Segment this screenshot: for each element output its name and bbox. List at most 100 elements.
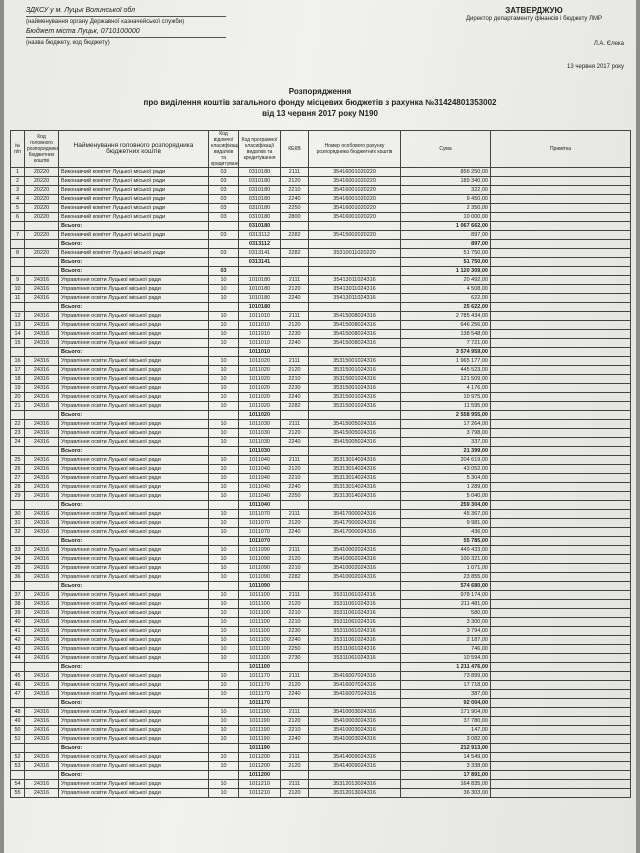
cell-n: 54 xyxy=(10,779,25,789)
cell-dept: 10 xyxy=(208,626,239,636)
cell-sum: 449 433,00 xyxy=(400,545,491,555)
cell-name: Всього: xyxy=(58,536,209,546)
cell-kekv: 2111 xyxy=(280,671,309,681)
cell-account: 35416001020220 xyxy=(308,212,401,222)
allocation-table: № п/п Код головного розпорядника бюджетни… xyxy=(10,130,631,798)
cell-account: 35315001024316 xyxy=(308,392,401,402)
cell-dept: 10 xyxy=(208,788,239,798)
cell-code: 24316 xyxy=(24,725,59,735)
cell-kekv: 2111 xyxy=(280,590,309,600)
cell-dept: 10 xyxy=(208,455,239,465)
cell-n: 10 xyxy=(10,284,25,294)
cell-code: 24316 xyxy=(24,464,59,474)
cell-sum: 387,00 xyxy=(400,689,491,699)
cell-name: Управління освіти Луцької міської ради xyxy=(58,338,209,348)
header-left-line: (найменування органу Державної казначейс… xyxy=(26,19,185,25)
table-row: 35 24316 Управління освіти Луцької міської… xyxy=(10,563,631,573)
cell-n: 51 xyxy=(10,734,25,744)
cell-kekv: 2230 xyxy=(280,383,309,393)
cell-n: 13 xyxy=(10,320,25,330)
table-row: 39 24316 Управління освіти Луцької міської… xyxy=(10,608,631,618)
cell-name: Всього: xyxy=(58,221,209,231)
cell-kekv: 2240 xyxy=(280,482,309,492)
cell-sum: 92 004,00 xyxy=(400,698,491,708)
cell-code: 24316 xyxy=(24,680,59,690)
cell-account xyxy=(308,302,401,312)
cell-sum: 978 174,00 xyxy=(400,590,491,600)
cell-prog: 0310180 xyxy=(238,212,281,222)
cell-kekv: 2730 xyxy=(280,653,309,663)
cell-sum: 100 321,00 xyxy=(400,554,491,564)
cell-account xyxy=(308,662,401,672)
cell-prog: 1011190 xyxy=(238,725,281,735)
cell-note xyxy=(490,788,631,798)
cell-kekv: 2282 xyxy=(280,572,309,582)
cell-sum: 212 913,00 xyxy=(400,743,491,753)
total-row: Всього: 1011200 17 891,00 xyxy=(10,770,631,780)
cell-kekv xyxy=(280,581,309,591)
cell-note xyxy=(490,527,631,537)
cell-prog: 0310180 xyxy=(238,176,281,186)
cell-n: 53 xyxy=(10,761,25,771)
cell-dept xyxy=(208,536,239,546)
cell-dept: 10 xyxy=(208,311,239,321)
cell-code: 24316 xyxy=(24,563,59,573)
table-row: 43 24316 Управління освіти Луцької міської… xyxy=(10,644,631,654)
cell-n: 2 xyxy=(10,176,25,186)
cell-account: 35416001020220 xyxy=(308,185,401,195)
cell-prog: 1010180 xyxy=(238,293,281,303)
table-row: 48 24316 Управління освіти Луцької міської… xyxy=(10,707,631,717)
cell-account: 35311061024316 xyxy=(308,599,401,609)
cell-n: 46 xyxy=(10,680,25,690)
cell-account: 35313014024316 xyxy=(308,491,401,501)
cell-code: 20220 xyxy=(24,185,59,195)
cell-account xyxy=(308,743,401,753)
cell-sum: 322,00 xyxy=(400,185,491,195)
cell-prog: 1011020 xyxy=(238,356,281,366)
cell-dept: 10 xyxy=(208,356,239,366)
cell-account xyxy=(308,770,401,780)
table-row: 29 24316 Управління освіти Луцької міської… xyxy=(10,491,631,501)
table-row: 49 24316 Управління освіти Луцької міської… xyxy=(10,716,631,726)
cell-code xyxy=(24,410,59,420)
cell-note xyxy=(490,743,631,753)
cell-name: Управління освіти Луцької міської ради xyxy=(58,635,209,645)
cell-prog: 1011100 xyxy=(238,635,281,645)
table-body: 1 20220 Виконавчий комітет Луцької міської… xyxy=(10,167,631,798)
cell-sum: 856 250,00 xyxy=(400,167,491,177)
cell-sum: 897,00 xyxy=(400,230,491,240)
cell-kekv xyxy=(280,662,309,672)
cell-code: 24316 xyxy=(24,356,59,366)
cell-name: Управління освіти Луцької міської ради xyxy=(58,455,209,465)
cell-name: Управління освіти Луцької міської ради xyxy=(58,545,209,555)
cell-n: 22 xyxy=(10,419,25,429)
cell-prog: 1011200 xyxy=(238,761,281,771)
cell-n xyxy=(10,743,25,753)
cell-code xyxy=(24,266,59,276)
table-row: 47 24316 Управління освіти Луцької міської… xyxy=(10,689,631,699)
cell-name: Управління освіти Луцької міської ради xyxy=(58,320,209,330)
cell-code: 20220 xyxy=(24,176,59,186)
cell-n: 44 xyxy=(10,653,25,663)
column-header: Номер особового рахунку розпорядника бюд… xyxy=(308,130,401,168)
table-row: 33 24316 Управління освіти Луцької міської… xyxy=(10,545,631,555)
cell-kekv xyxy=(280,536,309,546)
cell-account: 35413011024316 xyxy=(308,275,401,285)
cell-prog: 1011190 xyxy=(238,734,281,744)
cell-account xyxy=(308,239,401,249)
cell-sum: 259 304,00 xyxy=(400,500,491,510)
cell-name: Управління освіти Луцької міської ради xyxy=(58,293,209,303)
cell-note xyxy=(490,770,631,780)
table-row: 32 24316 Управління освіти Луцької міської… xyxy=(10,527,631,537)
cell-sum: 3 082,00 xyxy=(400,734,491,744)
cell-account: 35410002024316 xyxy=(308,563,401,573)
cell-n xyxy=(10,500,25,510)
cell-prog: 1011190 xyxy=(238,707,281,717)
table-row: 8 20220 Виконавчий комітет Луцької міської… xyxy=(10,248,631,258)
cell-dept: 10 xyxy=(208,653,239,663)
cell-prog: 1011100 xyxy=(238,590,281,600)
cell-account: 35312013024316 xyxy=(308,788,401,798)
cell-note xyxy=(490,482,631,492)
cell-name: Управління освіти Луцької міської ради xyxy=(58,356,209,366)
